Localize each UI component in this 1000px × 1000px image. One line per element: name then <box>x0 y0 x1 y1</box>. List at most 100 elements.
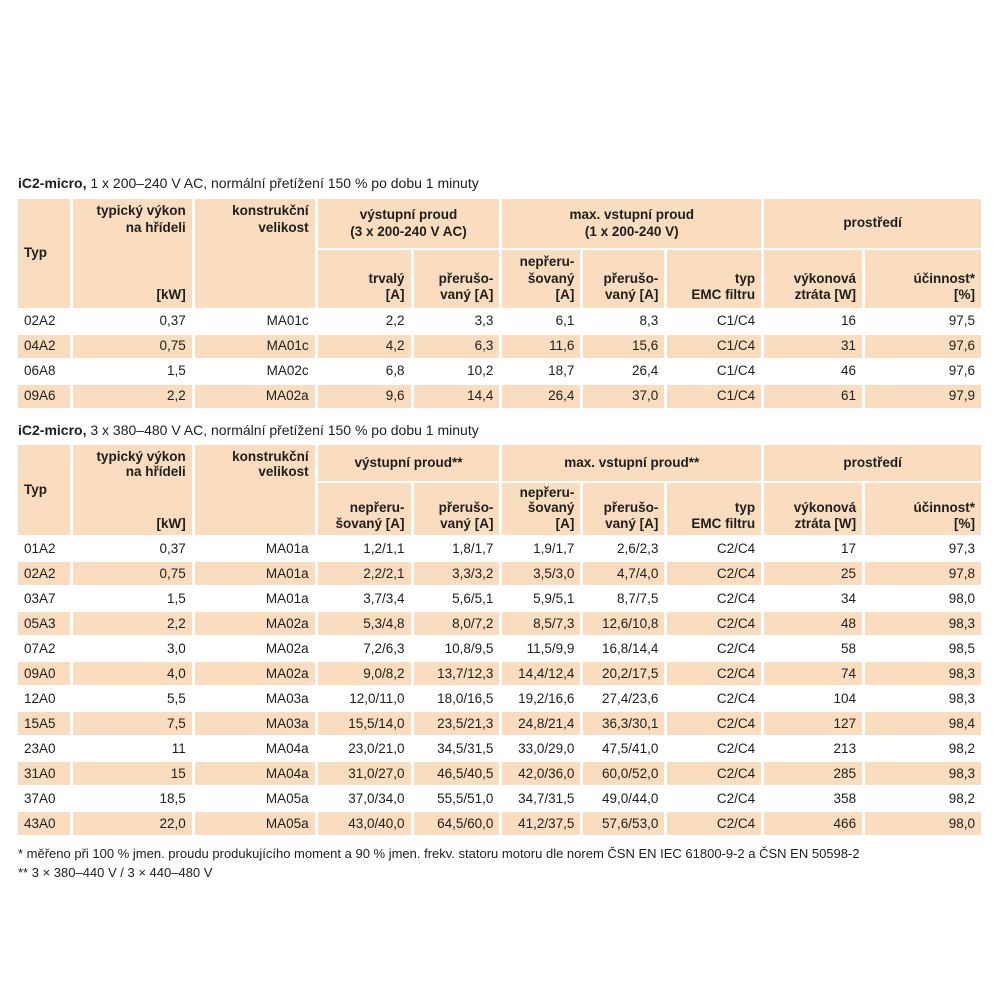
value-cell: 1,5 <box>166 590 186 606</box>
value-cell: 11,6 <box>502 334 581 358</box>
sub-header-emc-filter-type: typ EMC filtru <box>667 482 762 535</box>
value-cell: MA05a <box>194 812 315 835</box>
value-cell: MA01a <box>265 590 309 606</box>
value-cell: 8,3 <box>639 313 659 328</box>
value-cell: 97,8 <box>865 562 981 585</box>
value-cell: 34 <box>841 590 857 606</box>
value-cell: C2/C4 <box>667 762 762 785</box>
value-cell: 6,1 <box>555 313 575 328</box>
value-cell: 98,2 <box>948 740 975 756</box>
value-cell: 358 <box>833 790 857 806</box>
sub-header-input-intermittent: přerušo- vaný [A] <box>583 482 665 535</box>
sub-header-output-intermittent: přerušo- vaný [A] <box>413 250 500 308</box>
value-cell: 36,3/30,1 <box>583 712 665 735</box>
type-code-cell: 03A7 <box>24 590 56 606</box>
value-cell: C1/C4 <box>667 334 762 358</box>
value-cell: 25 <box>764 562 863 585</box>
value-cell: 57,6/53,0 <box>583 812 665 835</box>
value-cell: 1,9/1,7 <box>533 540 575 556</box>
value-cell: 15,6 <box>583 334 665 358</box>
value-cell: 20,2/17,5 <box>583 662 665 685</box>
table-title-text: 3 x 380–480 V AC, normální přetížení 150… <box>86 421 479 438</box>
value-cell: C2/C4 <box>667 812 762 835</box>
value-cell: MA04a <box>265 740 309 756</box>
sub-header-power-loss: výkonová ztráta [W] <box>764 250 863 308</box>
value-cell: 4,0 <box>72 662 192 685</box>
value-cell: 31 <box>764 334 863 358</box>
type-code-cell: 31A0 <box>18 762 70 785</box>
type-code-cell: 07A2 <box>24 640 56 656</box>
value-cell: 48 <box>764 612 863 635</box>
value-cell: 8,0/7,2 <box>413 612 500 635</box>
type-code-cell: 09A0 <box>18 662 70 685</box>
value-cell: 98,0 <box>865 812 981 835</box>
value-cell: 9,6 <box>317 384 411 408</box>
value-cell: 26,4 <box>502 384 581 408</box>
value-cell: 4,7/4,0 <box>583 562 665 585</box>
value-cell: 58 <box>841 640 857 656</box>
sub-header-output-continuous: nepřeru- šovaný [A] <box>317 482 411 535</box>
value-cell: C2/C4 <box>667 662 762 685</box>
value-cell: 19,2/16,6 <box>518 690 575 706</box>
sub-header-input-intermittent: přerušo- vaný [A] <box>583 250 665 308</box>
table-title-200-240v: iC2-micro, 1 x 200–240 V AC, normální př… <box>18 176 984 191</box>
value-cell: 466 <box>764 812 863 835</box>
value-cell: 55,5/51,0 <box>437 790 494 806</box>
power-unit-label: [kW] <box>156 515 186 531</box>
col-header-typical-power: typický výkon na hřídeli [kW] <box>72 444 192 535</box>
value-cell: MA02c <box>266 363 309 378</box>
value-cell: 7,5 <box>72 712 192 735</box>
value-cell: 46,5/40,5 <box>413 762 500 785</box>
header-sub-row: nepřeru- šovaný [A] přerušo- vaný [A] ne… <box>18 482 981 535</box>
value-cell: C2/C4 <box>667 562 762 585</box>
sub-header-output-intermittent: přerušo- vaný [A] <box>413 482 500 535</box>
value-cell: 37,0/34,0 <box>348 790 405 806</box>
type-code-cell: 05A3 <box>18 612 70 635</box>
value-cell: 0,37 <box>159 313 186 328</box>
value-cell: 37,0 <box>583 384 665 408</box>
catalog-page: iC2-micro, 1 x 200–240 V AC, normální př… <box>15 176 984 880</box>
type-code-cell: 04A2 <box>18 334 70 358</box>
value-cell: MA05a <box>265 790 309 806</box>
value-cell: 16,8/14,4 <box>602 640 659 656</box>
table-row: 15A5 7,5 MA03a 15,5/14,0 23,5/21,3 24,8/21,4 3… <box>18 712 981 735</box>
sub-header-input-continuous: nepřeru- šovaný [A] <box>502 482 581 535</box>
value-cell: 2,2 <box>385 313 405 328</box>
value-cell: 9,0/8,2 <box>317 662 411 685</box>
value-cell: 98,5 <box>948 640 975 656</box>
value-cell: 2,2/2,1 <box>317 562 411 585</box>
value-cell: 6,8 <box>385 363 405 378</box>
value-cell: 98,4 <box>865 712 981 735</box>
sub-header-emc-filter-type: typ EMC filtru <box>667 250 762 308</box>
table-row: 04A2 0,75 MA01c 4,2 6,3 11,6 15,6 C1/C4 31 97,6 <box>18 334 981 358</box>
spec-table-380-480v: Typ typický výkon na hřídeli [kW] konstru… <box>15 443 984 838</box>
value-cell: 23,5/21,3 <box>413 712 500 735</box>
value-cell: 24,8/21,4 <box>502 712 581 735</box>
value-cell: 64,5/60,0 <box>413 812 500 835</box>
value-cell: MA03a <box>265 690 309 706</box>
footnote-measurement-standard: * měřeno při 100 % jmen. proudu produkuj… <box>18 846 860 861</box>
footnote-voltage-ranges: ** 3 × 380–440 V / 3 × 440–480 V <box>18 865 213 880</box>
value-cell: 74 <box>764 662 863 685</box>
type-code-cell: 12A0 <box>24 690 56 706</box>
type-code-cell: 01A2 <box>24 540 56 556</box>
value-cell: 33,0/29,0 <box>518 740 575 756</box>
value-cell: 12,6/10,8 <box>583 612 665 635</box>
table-row: 01A2 0,37 MA01a 1,2/1,1 1,8/1,7 1,9/1,7 2,6/2,… <box>18 537 981 560</box>
header-sub-row: trvalý [A] přerušo- vaný [A] nepřeru- šo… <box>18 250 981 308</box>
table-row: 43A0 22,0 MA05a 43,0/40,0 64,5/60,0 41,2/37,5… <box>18 812 981 835</box>
value-cell: 5,6/5,1 <box>452 590 494 606</box>
value-cell: 6,3 <box>413 334 500 358</box>
table-row: 07A2 3,0 MA02a 7,2/6,3 10,8/9,5 11,5/9,9 16,8/… <box>18 637 981 660</box>
value-cell: 34,7/31,5 <box>518 790 575 806</box>
table-body-380-480v: 01A2 0,37 MA01a 1,2/1,1 1,8/1,7 1,9/1,7 2,6/2,… <box>18 537 981 835</box>
value-cell: 1,5 <box>166 363 186 378</box>
type-code-cell: 02A2 <box>18 562 70 585</box>
value-cell: 31,0/27,0 <box>317 762 411 785</box>
value-cell: 27,4/23,6 <box>602 690 659 706</box>
value-cell: 5,3/4,8 <box>317 612 411 635</box>
value-cell: 3,7/3,4 <box>363 590 405 606</box>
value-cell: 213 <box>833 740 857 756</box>
value-cell: 14,4 <box>413 384 500 408</box>
value-cell: 98,0 <box>948 590 975 606</box>
